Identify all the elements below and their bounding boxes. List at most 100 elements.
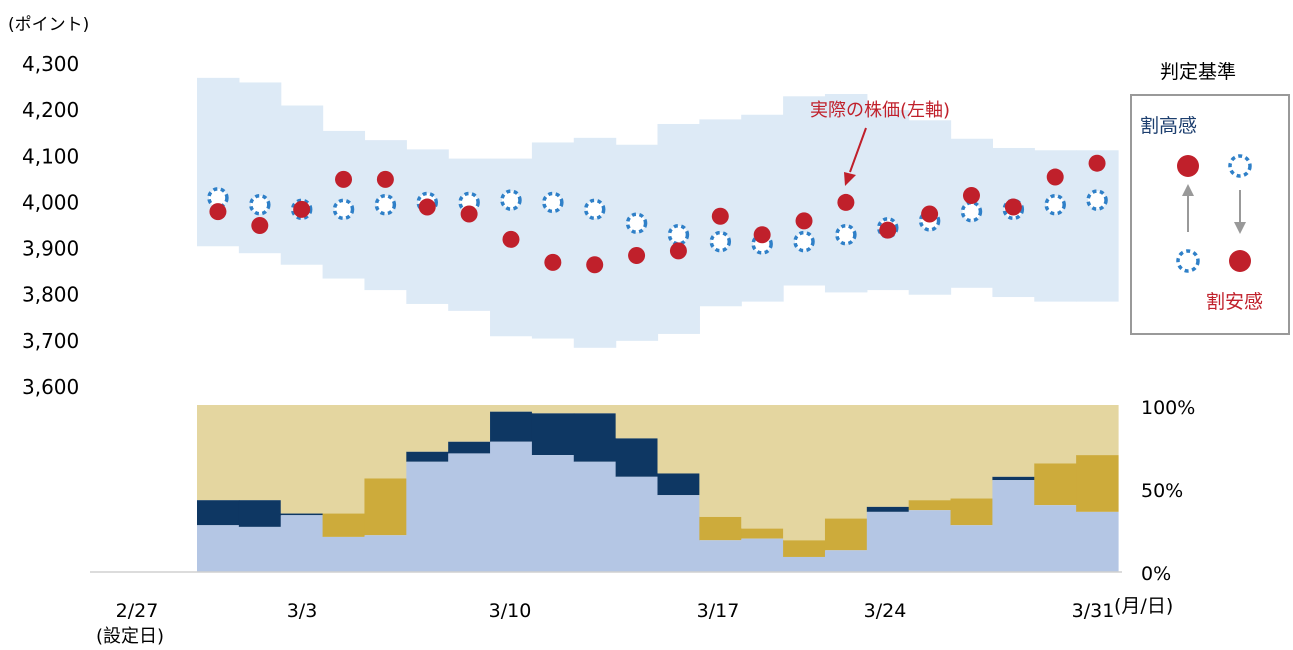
legend-actual-marker [1177, 155, 1199, 177]
legend-title: 判定基準 [1160, 61, 1236, 83]
stack-segment-top [322, 405, 366, 514]
stack-segment-top [448, 405, 491, 442]
stack-segment-navy [992, 476, 1035, 481]
x-tick-label: 3/24 [864, 600, 907, 622]
stack-segment-gold [741, 528, 784, 539]
stack-segment-top [657, 405, 700, 474]
stack-segment-bottom [866, 511, 910, 572]
stack-segment-top [573, 405, 617, 414]
percent-axis-ticks: 100% 50% 0% [1141, 397, 1195, 585]
stack-segment-top [824, 405, 868, 519]
band-step [364, 140, 407, 291]
y-axis-ticks: 4,300 4,200 4,100 4,000 3,900 3,800 3,700 3,600 [22, 52, 79, 399]
band-step [741, 114, 784, 302]
actual-price-point [335, 170, 353, 188]
stack-segment-top [866, 405, 910, 507]
band-step [197, 77, 240, 247]
actual-price-point [962, 187, 980, 205]
legend-low-label: 割安感 [1206, 291, 1263, 313]
stack-segment-gold [364, 478, 407, 536]
fair-value-point [1086, 189, 1108, 211]
stack-segment-bottom [573, 461, 617, 572]
stack-segment-navy [615, 438, 659, 477]
fair-value-band [197, 77, 1119, 348]
stack-segment-gold [1034, 463, 1077, 506]
fair-value-point [500, 189, 522, 211]
band-step [615, 144, 659, 341]
stack-segment-top [490, 405, 533, 412]
x-tick-label: 3/10 [489, 600, 532, 622]
actual-price-point [921, 205, 939, 223]
stack-segment-top [238, 405, 282, 501]
stack-segment-gold [322, 513, 366, 537]
actual-price-point [669, 242, 687, 260]
stack-segment-bottom [406, 461, 449, 572]
band-step [992, 147, 1035, 298]
actual-price-point [1088, 154, 1106, 172]
x-axis-unit-label: (月/日) [1114, 595, 1173, 617]
stack-segment-gold [699, 516, 742, 541]
y-tick-label: 4,200 [22, 98, 79, 122]
band-step [866, 110, 910, 291]
band-step [448, 158, 491, 311]
actual-price-point [251, 217, 269, 234]
band-step [531, 142, 575, 339]
actual-price-point [753, 226, 771, 244]
stack-segment-bottom [615, 476, 659, 572]
band-step [406, 149, 449, 304]
actual-price-point [1004, 198, 1022, 216]
stack-segment-navy [448, 441, 491, 454]
y-tick-label: 3,700 [22, 329, 79, 353]
stack-segment-bottom [699, 540, 742, 572]
y-tick-label: 4,000 [22, 190, 79, 214]
actual-price-point [795, 212, 813, 230]
stack-segment-gold [824, 518, 868, 551]
stack-segment-top [531, 405, 575, 414]
stack-segment-top [197, 405, 240, 501]
stack-segment-bottom [490, 441, 533, 572]
stack-segment-top [992, 405, 1035, 477]
stack-segment-bottom [280, 515, 324, 572]
stack-segment-bottom [364, 535, 407, 572]
stack-segment-bottom [992, 480, 1035, 572]
stack-segment-navy [531, 413, 575, 456]
legend-high-label: 割高感 [1140, 115, 1197, 137]
stack-segment-bottom [783, 556, 826, 572]
y-tick-label: 4,100 [22, 144, 79, 168]
stack-segment-navy [406, 451, 449, 462]
fair-value-point [542, 191, 564, 214]
stack-segment-gold [783, 540, 826, 557]
stack-segment-navy [197, 500, 240, 526]
stack-segment-top [1034, 405, 1077, 464]
actual-price-point [376, 170, 394, 188]
actual-price-point [460, 205, 478, 223]
annotation-arrow [849, 127, 867, 173]
stack-segment-bottom [1076, 511, 1119, 572]
actual-price-point [586, 256, 604, 274]
fair-value-point [332, 198, 355, 221]
stack-segment-bottom [824, 550, 868, 572]
fair-value-point [374, 193, 397, 216]
stack-segment-gold [908, 500, 952, 511]
band-step [573, 137, 617, 348]
stack-segment-navy [866, 506, 910, 512]
x-tick-label: 3/17 [697, 600, 740, 622]
annotation-arrowhead [844, 172, 856, 186]
legend-box [1130, 94, 1290, 335]
legend-fair-marker [1228, 154, 1252, 178]
stack-segment-bottom [238, 526, 282, 572]
fair-value-point [625, 212, 648, 234]
stack-segment-top [741, 405, 784, 529]
stack-segment-bottom [657, 495, 700, 572]
band-step [1076, 150, 1119, 302]
fair-value-point [207, 187, 229, 209]
y-tick-label: 4,300 [22, 52, 79, 76]
stack-segment-navy [657, 473, 700, 496]
actual-price-point [418, 198, 436, 216]
stack-segment-bottom [950, 525, 994, 572]
fair-value-point [709, 230, 732, 253]
band-step [824, 93, 868, 293]
fair-value-point [667, 223, 690, 246]
actual-price-point [628, 246, 646, 264]
actual-price-point [209, 203, 227, 221]
